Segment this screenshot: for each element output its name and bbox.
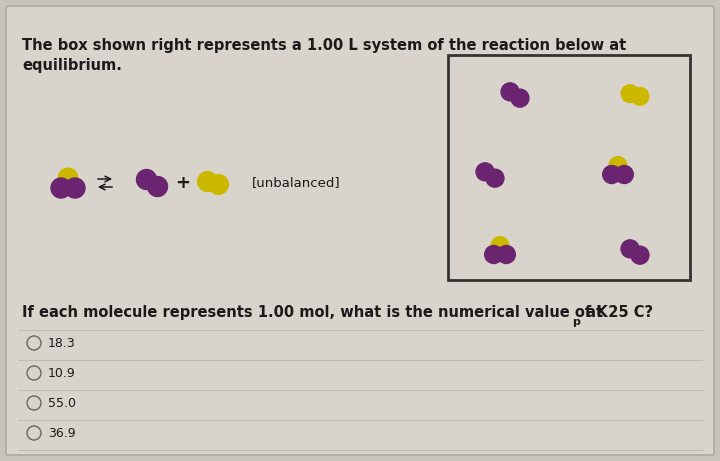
Circle shape	[209, 175, 228, 195]
Circle shape	[511, 89, 529, 107]
Text: at 25 C?: at 25 C?	[581, 305, 653, 320]
Text: +: +	[176, 174, 191, 192]
Circle shape	[485, 246, 503, 264]
FancyBboxPatch shape	[6, 6, 714, 455]
Circle shape	[631, 246, 649, 264]
Circle shape	[148, 177, 168, 196]
Circle shape	[609, 156, 627, 175]
Text: [unbalanced]: [unbalanced]	[252, 177, 341, 189]
Circle shape	[65, 178, 85, 198]
Circle shape	[603, 165, 621, 183]
Circle shape	[476, 163, 494, 181]
Circle shape	[498, 246, 516, 264]
Circle shape	[621, 85, 639, 103]
Circle shape	[137, 170, 156, 189]
Circle shape	[491, 236, 509, 254]
Circle shape	[621, 240, 639, 258]
Circle shape	[616, 165, 634, 183]
Bar	[448, 55, 690, 280]
Text: 18.3: 18.3	[48, 337, 76, 349]
Circle shape	[486, 169, 504, 187]
Text: 10.9: 10.9	[48, 366, 76, 379]
Text: p: p	[572, 317, 580, 327]
Circle shape	[197, 171, 217, 191]
Circle shape	[51, 178, 71, 198]
Circle shape	[501, 83, 519, 101]
Circle shape	[58, 168, 78, 188]
Text: The box shown right represents a 1.00 L system of the reaction below at: The box shown right represents a 1.00 L …	[22, 38, 626, 53]
Text: 36.9: 36.9	[48, 426, 76, 439]
Text: 55.0: 55.0	[48, 396, 76, 409]
Text: If each molecule represents 1.00 mol, what is the numerical value of K: If each molecule represents 1.00 mol, wh…	[22, 305, 608, 320]
Text: equilibrium.: equilibrium.	[22, 58, 122, 73]
Circle shape	[631, 87, 649, 106]
